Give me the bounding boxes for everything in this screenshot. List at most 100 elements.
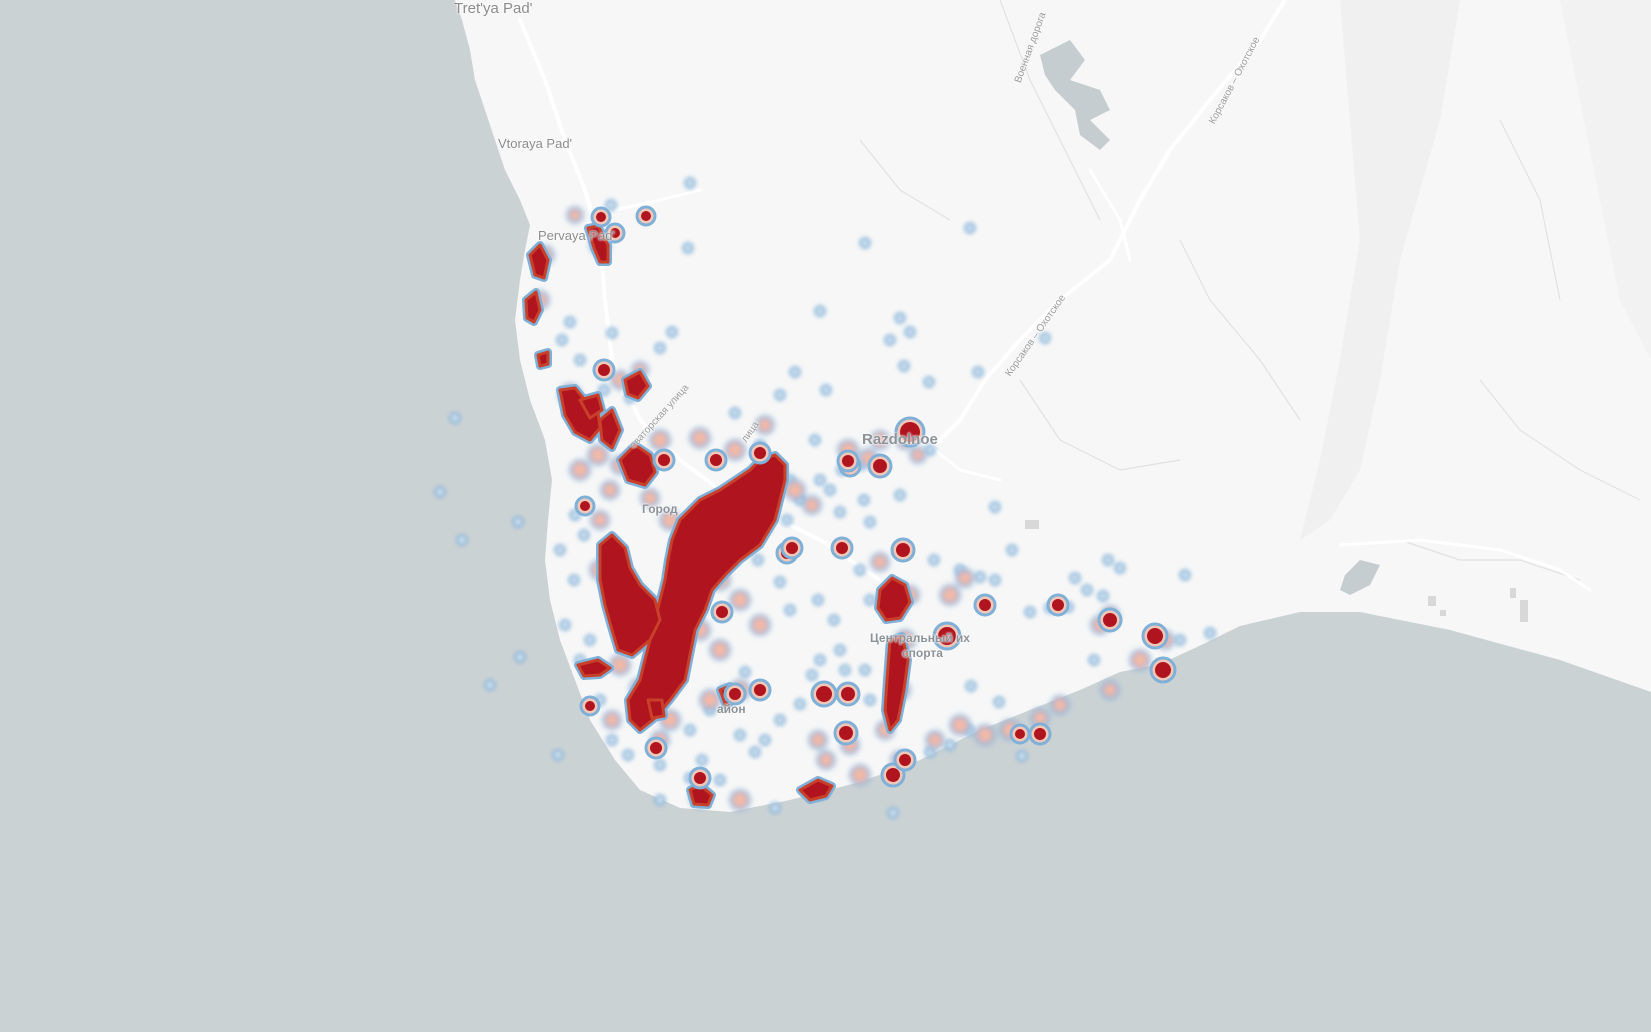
heat-point-mid: [724, 439, 746, 461]
heat-dot-high: [754, 684, 766, 696]
heat-point-low: [556, 334, 568, 346]
heat-point-low: [989, 574, 1001, 586]
heat-point-low: [1006, 544, 1018, 556]
heat-dot-high: [1015, 729, 1025, 739]
heat-point-low: [806, 669, 818, 681]
heat-point-low: [739, 666, 751, 678]
heat-point-low: [774, 576, 786, 588]
heat-point-mid: [640, 488, 660, 508]
heat-point-mid: [590, 510, 610, 530]
heat-point-low: [1081, 584, 1093, 596]
heat-point-low: [964, 222, 976, 234]
heat-cluster-high: [618, 443, 657, 487]
heat-point-low: [654, 794, 666, 806]
heat-point-low: [789, 366, 801, 378]
heat-point-low: [484, 679, 496, 691]
heat-dot-high: [610, 228, 620, 238]
heat-point-low: [752, 554, 764, 566]
terrain-lines: [859, 0, 1641, 581]
heat-point-low: [684, 177, 696, 189]
heat-cluster-high: [798, 778, 834, 802]
heat-point-mid: [709, 639, 731, 661]
heat-point-low: [654, 759, 666, 771]
heat-point-low: [729, 407, 741, 419]
heat-point-low: [859, 237, 871, 249]
heat-point-low: [512, 516, 524, 528]
heat-point-low: [923, 376, 935, 388]
heat-point-low: [1016, 750, 1028, 762]
heat-point-low: [682, 242, 694, 254]
heat-point-mid: [808, 730, 828, 750]
heat-dot-high: [1147, 628, 1163, 644]
heat-point-low: [1179, 569, 1191, 581]
heat-dot-high: [710, 454, 722, 466]
heat-cluster-high: [623, 370, 650, 400]
heat-point-low: [456, 534, 468, 546]
heat-dot-high: [842, 455, 854, 467]
heat-dot-high: [694, 772, 706, 784]
heat-point-mid: [955, 568, 975, 588]
heat-point-low: [684, 724, 696, 736]
heat-dot-high: [585, 701, 595, 711]
heat-point-low: [774, 389, 786, 401]
heat-point-mid: [729, 589, 751, 611]
heat-cluster-high: [524, 290, 542, 324]
terrain-shading: [1300, 0, 1460, 540]
heat-dot-high: [938, 627, 956, 645]
heat-point-low: [514, 651, 526, 663]
heat-point-mid: [569, 459, 591, 481]
heat-point-low: [894, 489, 906, 501]
heat-point-low: [864, 516, 876, 528]
heat-point-mid: [802, 495, 822, 515]
heat-point-mid: [600, 480, 620, 500]
heat-point-low: [1088, 654, 1100, 666]
heat-point-low: [769, 802, 781, 814]
heat-point-low: [812, 594, 824, 606]
heat-point-low: [559, 619, 571, 631]
heat-dot-high: [1103, 613, 1117, 627]
heat-point-low: [924, 444, 936, 456]
heat-point-low: [622, 749, 634, 761]
heat-point-mid: [689, 427, 711, 449]
heat-point-low: [814, 305, 826, 317]
heat-dot-high: [729, 688, 741, 700]
heat-point-low: [904, 326, 916, 338]
heat-point-low: [824, 484, 836, 496]
heat-point-low: [834, 644, 846, 656]
heat-point-low: [928, 554, 940, 566]
heat-point-low: [864, 594, 876, 606]
heat-point-low: [578, 529, 590, 541]
heat-point-low: [552, 749, 564, 761]
heat-point-mid: [949, 714, 971, 736]
heat-point-low: [605, 199, 617, 211]
heat-dot-high: [786, 542, 798, 554]
heat-dot-high: [1034, 728, 1046, 740]
heat-dot-high: [839, 726, 853, 740]
heat-cluster-high: [598, 408, 622, 450]
heat-point-low: [749, 746, 761, 758]
heat-point-low: [449, 412, 461, 424]
heat-point-low: [1102, 554, 1114, 566]
heatmap-high-density: [522, 205, 1177, 809]
heat-dot-high: [816, 686, 832, 702]
heat-point-low: [1204, 627, 1216, 639]
heat-point-low: [974, 571, 986, 583]
heat-point-low: [972, 366, 984, 378]
heat-point-mid: [909, 446, 927, 464]
heat-point-mid: [649, 429, 671, 451]
heat-dot-high: [658, 454, 670, 466]
heat-dot-high: [899, 754, 911, 766]
heat-dot-high: [886, 768, 900, 782]
heat-point-low: [820, 384, 832, 396]
heat-dot-high: [979, 599, 991, 611]
heat-point-low: [774, 714, 786, 726]
heat-point-low: [606, 734, 618, 746]
heat-point-mid: [1129, 649, 1151, 671]
heat-point-low: [554, 544, 566, 556]
heat-point-low: [828, 614, 840, 626]
heat-point-low: [434, 486, 446, 498]
heat-dot-high: [754, 447, 766, 459]
heat-point-mid: [939, 584, 961, 606]
